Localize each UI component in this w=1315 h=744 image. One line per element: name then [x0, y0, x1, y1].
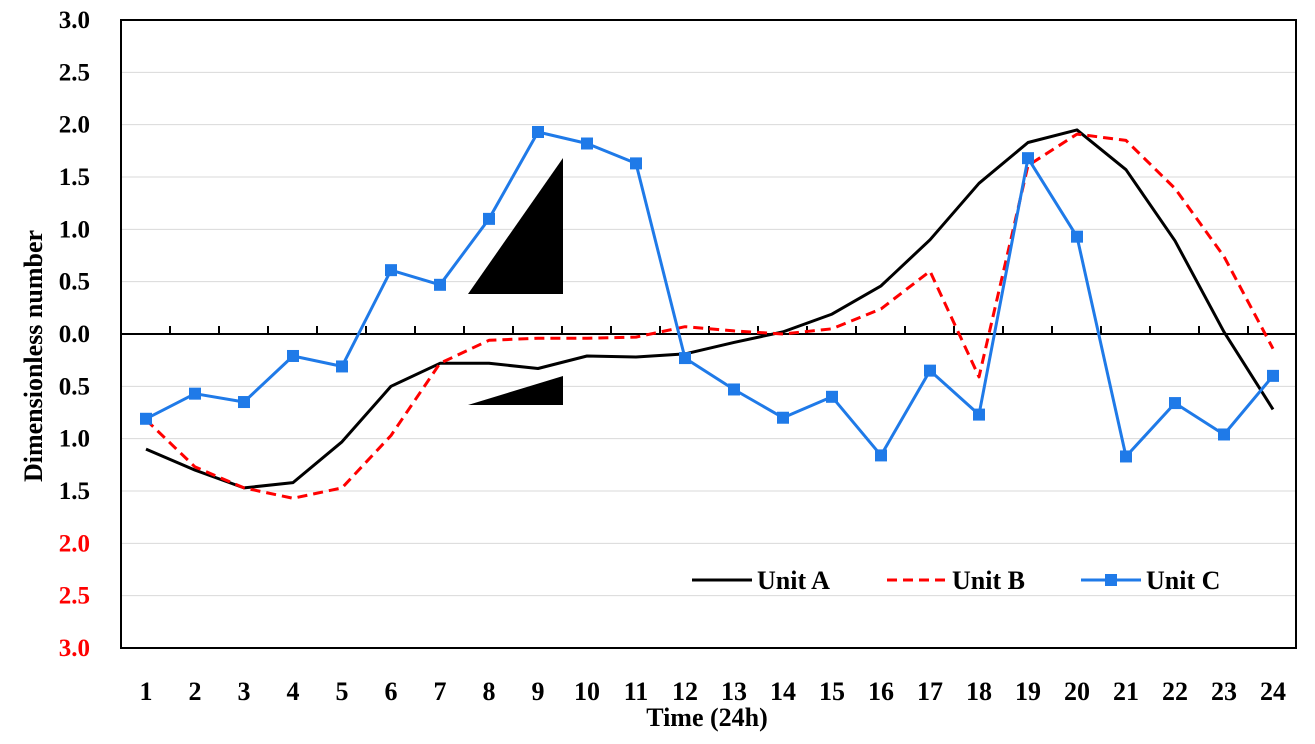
y-tick-label: 2.0: [59, 530, 90, 557]
x-tick-label: 18: [966, 677, 992, 706]
series-line-unit-c: [145, 130, 1275, 458]
x-tick-label: 10: [574, 677, 600, 706]
data-point-marker: [483, 212, 495, 225]
x-tick-label: 19: [1015, 677, 1041, 706]
legend-label: Unit B: [952, 566, 1025, 595]
data-point-marker: [189, 387, 201, 400]
series-layer: [140, 125, 1279, 500]
small-triangle: [468, 376, 563, 405]
y-tick-label: 2.0: [59, 112, 90, 139]
data-point-marker: [973, 408, 985, 421]
x-tick-label: 4: [287, 677, 300, 706]
x-tick-label: 3: [238, 677, 251, 706]
data-point-marker: [532, 125, 544, 138]
data-point-marker: [1120, 450, 1132, 463]
x-tick-labels: 1 2 3 4 5 6 7 8 9 10 11 12 13 14 15 16 17 18 19 20 21 22 23 24: [140, 677, 1287, 706]
x-tick-label: 12: [672, 677, 698, 706]
x-tick-label: 21: [1113, 677, 1139, 706]
y-tick-label: 1.5: [59, 478, 90, 505]
x-tick-label: 15: [819, 677, 845, 706]
y-tick-label: 3.0: [59, 7, 90, 34]
x-tick-label: 13: [721, 677, 747, 706]
data-point-marker: [287, 349, 299, 362]
y-tick-label: 0.5: [59, 373, 90, 400]
x-tick-label: 6: [385, 677, 398, 706]
legend-label: Unit A: [757, 566, 830, 595]
series-line-unit-b: [144, 132, 1275, 500]
x-tick-label: 14: [770, 677, 796, 706]
axes: [120, 19, 1297, 649]
data-point-marker: [630, 157, 642, 170]
data-point-marker: [679, 352, 691, 365]
data-point-marker: [777, 411, 789, 424]
legend-marker: [1105, 574, 1117, 586]
data-point-marker: [140, 412, 152, 425]
data-point-marker: [924, 364, 936, 377]
y-tick-label: 1.0: [59, 216, 90, 243]
x-axis-title: Time (24h): [646, 703, 768, 732]
annotation-shapes: [468, 158, 563, 405]
y-tick-label: 2.5: [59, 59, 90, 86]
y-tick-labels: 3.0 2.5 2.0 1.5 1.0 0.5 0.0 0.5 1.0 1.5 2.0 2.5 3.0: [59, 7, 90, 662]
x-tick-label: 1: [140, 677, 153, 706]
y-tick-label: 0.0: [59, 321, 90, 348]
y-tick-label: 2.5: [59, 583, 90, 610]
increase-triangle: [468, 158, 563, 294]
x-tick-label: 7: [434, 677, 447, 706]
series-line-unit-a: [145, 128, 1275, 490]
legend-label: Unit C: [1146, 566, 1220, 595]
x-tick-label: 8: [483, 677, 496, 706]
data-point-marker: [1169, 397, 1181, 410]
data-point-marker: [1071, 230, 1083, 243]
data-point-marker: [826, 390, 838, 403]
data-point-marker: [1218, 428, 1230, 441]
data-point-marker: [238, 396, 250, 409]
x-tick-label: 16: [868, 677, 894, 706]
x-tick-label: 5: [336, 677, 349, 706]
data-point-marker: [1267, 369, 1279, 382]
data-point-marker: [875, 449, 887, 462]
x-tick-label: 24: [1260, 677, 1286, 706]
data-point-marker: [336, 360, 348, 373]
x-tick-label: 17: [917, 677, 943, 706]
data-point-marker: [434, 278, 446, 291]
y-tick-label: 0.5: [59, 269, 90, 296]
x-tick-label: 9: [532, 677, 545, 706]
y-tick-label: 1.5: [59, 164, 90, 191]
data-point-marker: [581, 137, 593, 150]
data-point-marker: [728, 383, 740, 396]
legend: Unit A Unit B Unit C: [692, 566, 1220, 595]
y-axis-title: Dimensionless number: [19, 230, 48, 482]
y-tick-label: 1.0: [59, 426, 90, 453]
data-point-marker: [385, 264, 397, 277]
data-point-marker: [1022, 152, 1034, 165]
x-tick-label: 2: [189, 677, 202, 706]
x-tick-label: 11: [624, 677, 649, 706]
x-tick-label: 20: [1064, 677, 1090, 706]
x-tick-label: 23: [1211, 677, 1237, 706]
x-tick-label: 22: [1162, 677, 1188, 706]
y-tick-label: 3.0: [59, 635, 90, 662]
